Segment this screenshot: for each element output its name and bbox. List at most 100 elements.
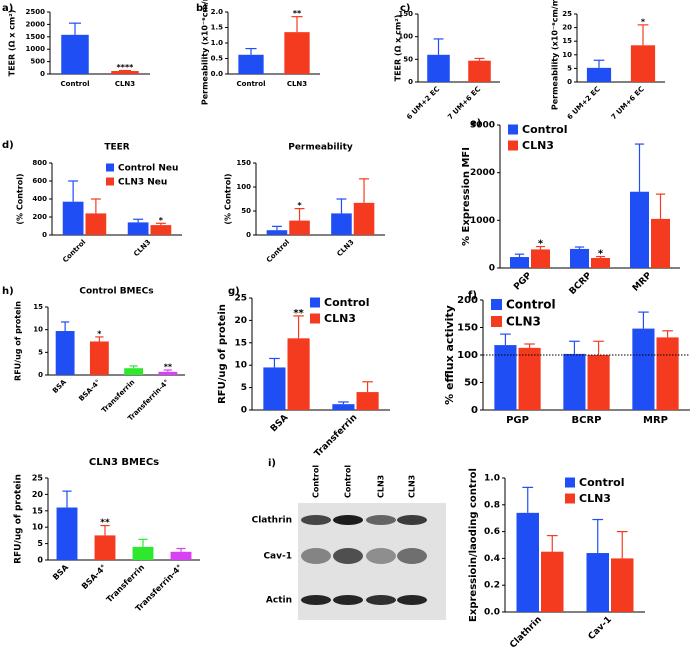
- y-tick-label: 25: [562, 10, 572, 18]
- x-tick-label: BSA: [51, 562, 71, 582]
- y-axis-label: RFU/ug of protein: [217, 304, 228, 404]
- y-tick-label: 0.0: [484, 608, 500, 618]
- x-tick-label: Control: [61, 80, 90, 88]
- bar: [62, 201, 84, 235]
- bar: [127, 222, 149, 235]
- chart-title: CLN3 BMECs: [89, 457, 159, 468]
- blot-band: [333, 595, 363, 605]
- y-tick-label: 5: [241, 383, 247, 393]
- blot-row-label: Actin: [266, 596, 292, 606]
- bar: [61, 34, 89, 74]
- bar: [353, 202, 375, 235]
- y-tick-label: 0: [241, 406, 247, 416]
- y-tick-label: 200: [32, 213, 47, 221]
- x-tick-label: MRP: [631, 271, 654, 294]
- bar: [170, 551, 192, 560]
- x-tick-label: BSA-4°: [77, 378, 102, 403]
- y-tick-label: 0: [42, 231, 47, 239]
- blot-band: [397, 515, 427, 525]
- significance: *: [297, 201, 302, 210]
- bar: [238, 54, 264, 74]
- legend-label: CLN3: [579, 492, 611, 505]
- y-axis-label: TEER (Ω x cm²): [394, 15, 403, 82]
- x-tick-label: CLN3: [287, 80, 307, 88]
- panel-label: d): [2, 140, 14, 151]
- bar: [518, 347, 541, 410]
- blot-band: [301, 515, 331, 525]
- x-tick-label: PGP: [512, 271, 534, 293]
- x-tick-label: Control: [265, 238, 291, 264]
- y-tick-label: 0: [471, 405, 478, 416]
- y-tick-label: 5: [38, 348, 43, 356]
- x-tick-label: CLN3: [115, 80, 135, 88]
- y-tick-label: 100: [398, 33, 413, 41]
- y-tick-label: 50: [403, 55, 413, 63]
- bar: [94, 535, 116, 560]
- y-tick-label: 15: [33, 303, 43, 311]
- bar: [468, 60, 491, 82]
- bar: [656, 337, 679, 410]
- x-tick-label: CLN3: [132, 238, 152, 258]
- y-tick-label: 15: [32, 506, 44, 515]
- bar: [531, 249, 550, 268]
- blot-band: [333, 515, 363, 525]
- y-axis-label: RFU/ug of protein: [14, 301, 23, 381]
- bar: [630, 191, 649, 268]
- blot-band: [366, 515, 396, 525]
- y-axis-label: TEER (Ω x cm²): [8, 10, 17, 77]
- y-tick-label: 0.2: [484, 581, 500, 591]
- blot-band: [366, 595, 396, 605]
- blot-band: [397, 548, 427, 564]
- blot-band: [333, 548, 363, 564]
- legend-label: Control Neu: [118, 164, 178, 174]
- panel-label: c): [400, 3, 411, 14]
- bar: [516, 512, 539, 612]
- y-tick-label: 1500: [26, 33, 46, 41]
- y-tick-label: 50: [241, 207, 251, 215]
- y-tick-label: 150: [398, 10, 413, 18]
- y-axis-label: (% Control): [224, 173, 233, 224]
- legend-label: CLN3: [522, 139, 554, 152]
- bar: [331, 213, 352, 235]
- significance: **: [293, 308, 304, 319]
- panel-label: f): [468, 290, 477, 301]
- y-tick-label: 5: [37, 539, 43, 548]
- y-tick-label: 25: [234, 294, 247, 304]
- bar: [427, 54, 450, 82]
- blot-column-label: Control: [344, 465, 353, 498]
- panel-label: i): [268, 458, 276, 469]
- significance: **: [100, 518, 110, 528]
- y-tick-label: 1.0: [484, 474, 500, 484]
- significance: **: [164, 363, 173, 372]
- bar: [124, 368, 144, 375]
- y-tick-label: 0: [246, 231, 251, 239]
- blot-row-label: Cav-1: [263, 552, 292, 562]
- y-tick-label: 1.0: [211, 39, 224, 47]
- bar: [586, 67, 612, 82]
- legend-label: Control: [579, 476, 624, 489]
- legend-swatch: [491, 316, 502, 327]
- y-tick-label: 20: [32, 490, 44, 499]
- x-tick-label: 7 UM+6 EC: [446, 85, 482, 121]
- bar: [651, 218, 670, 268]
- legend-label: CLN3: [506, 315, 541, 329]
- y-tick-label: 20: [562, 24, 572, 32]
- bar: [287, 338, 310, 410]
- y-tick-label: 0: [38, 371, 43, 379]
- panel-label: e): [470, 118, 481, 129]
- y-axis-label: RFU/ug of protein: [14, 474, 24, 564]
- x-tick-label: Clathrin: [508, 615, 544, 651]
- x-tick-label: Transferrin: [313, 413, 360, 460]
- y-tick-label: 15: [234, 338, 247, 348]
- y-tick-label: 100: [457, 350, 478, 361]
- x-tick-label: Transferrin: [100, 378, 136, 414]
- y-tick-label: 0.6: [484, 527, 500, 537]
- y-tick-label: 2000: [470, 168, 495, 178]
- y-axis-label: Expressioin/laoding control: [468, 468, 479, 622]
- panel-label: h): [2, 286, 14, 297]
- bar: [510, 257, 529, 268]
- bar: [332, 404, 355, 410]
- y-tick-label: 15: [562, 37, 572, 45]
- y-tick-label: 400: [32, 195, 47, 203]
- bar: [158, 371, 178, 375]
